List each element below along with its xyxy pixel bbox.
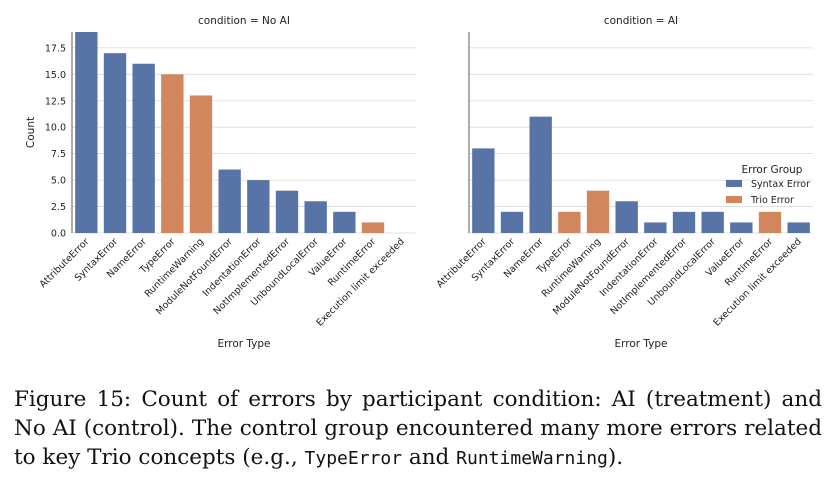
bar-notimplementederror xyxy=(672,211,696,233)
caption-text-end: ). xyxy=(607,445,624,470)
bar-modulenotfounderror xyxy=(615,201,638,233)
bar-runtimewarning xyxy=(189,95,213,233)
figure-caption: Figure 15: Count of errors by participan… xyxy=(14,385,822,473)
panel-no-ai: 0.0 2.5 5.0 7.5 10.0 12.5 15.0 17.5 AttributeErr… xyxy=(25,15,416,350)
caption-code-runtimewarning: RuntimeWarning xyxy=(456,448,608,469)
bar-runtimeerror xyxy=(361,222,385,233)
legend-swatch-trio-error xyxy=(726,196,742,203)
x-axis-label: Error Type xyxy=(217,338,270,350)
legend-label-trio-error: Trio Error xyxy=(750,195,794,206)
bar-attributeerror xyxy=(472,148,495,233)
bar-nameerror xyxy=(529,116,552,233)
legend-title: Error Group xyxy=(742,164,803,176)
bar-modulenotfounderror xyxy=(218,169,241,233)
panel-title: condition = AI xyxy=(604,15,678,27)
x-tick-label: AttributeError xyxy=(38,236,92,290)
bar-attributeerror xyxy=(75,32,98,233)
bar-indentationerror xyxy=(247,180,270,233)
figure: 0.0 2.5 5.0 7.5 10.0 12.5 15.0 17.5 AttributeErr… xyxy=(25,15,813,350)
x-axis-label: Error Type xyxy=(614,338,667,350)
panel-title: condition = No AI xyxy=(198,15,290,27)
bar-typeerror xyxy=(558,211,581,233)
caption-text: Figure 15: Count of errors by participan… xyxy=(14,387,822,470)
y-tick-label: 17.5 xyxy=(45,43,66,54)
bar-notimplementederror xyxy=(275,190,299,233)
bar-runtimewarning xyxy=(586,190,610,233)
caption-text-middle: and xyxy=(402,445,457,470)
y-tick-label: 0.0 xyxy=(51,229,66,240)
bar-syntaxerror xyxy=(500,211,524,233)
x-tick-label: AttributeError xyxy=(435,236,489,290)
y-tick-label: 12.5 xyxy=(45,96,66,107)
bar-nameerror xyxy=(132,63,155,233)
y-tick-label: 7.5 xyxy=(51,149,66,160)
bar-unboundlocalerror xyxy=(701,211,724,233)
y-tick-label: 2.5 xyxy=(51,202,66,213)
caption-code-typeerror: TypeError xyxy=(304,448,403,469)
bar-unboundlocalerror xyxy=(304,201,327,233)
bar-valueerror xyxy=(730,222,753,233)
y-tick-label: 10.0 xyxy=(45,123,66,134)
y-tick-label: 15.0 xyxy=(45,70,66,81)
bar-valueerror xyxy=(333,211,356,233)
bar-execution-limit-exceeded xyxy=(787,222,810,233)
y-axis-label: Count xyxy=(25,117,37,148)
legend-label-syntax-error: Syntax Error xyxy=(751,179,810,190)
bar-syntaxerror xyxy=(103,53,127,233)
legend: Error Group Syntax Error Trio Error xyxy=(726,164,810,206)
bar-runtimeerror xyxy=(758,211,782,233)
legend-swatch-syntax-error xyxy=(726,180,742,187)
bar-typeerror xyxy=(161,74,184,233)
y-tick-label: 5.0 xyxy=(51,176,66,187)
bar-indentationerror xyxy=(644,222,667,233)
